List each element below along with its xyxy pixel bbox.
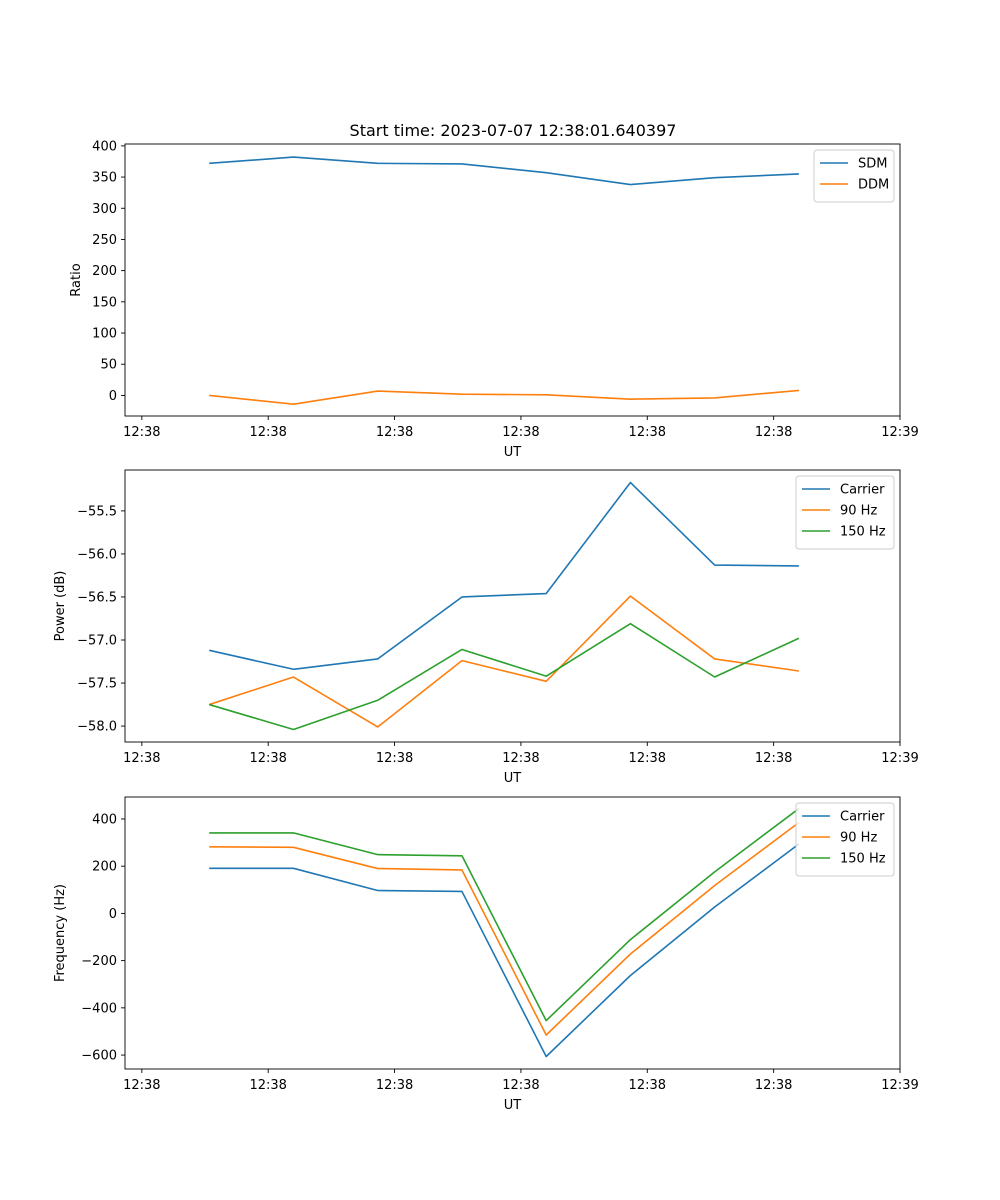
y-tick-label: 200 [92, 860, 117, 875]
y-tick-label: 150 [92, 295, 117, 310]
x-tick-label: 12:38 [629, 751, 666, 766]
y-tick-label: 0 [109, 389, 117, 404]
legend-label: DDM [858, 178, 889, 193]
axes-frame [124, 796, 901, 1070]
series-line-carrier [209, 843, 800, 1058]
y-tick-label: 350 [92, 171, 117, 186]
x-axis-label: UT [504, 445, 522, 460]
y-tick-label: 400 [92, 812, 117, 827]
y-tick-label: −400 [81, 1001, 117, 1016]
y-tick-label: −600 [81, 1049, 117, 1064]
legend-label: 150 Hz [840, 525, 886, 540]
series-line-sdm [209, 156, 799, 186]
y-tick-label: −58.0 [77, 720, 117, 735]
x-tick-label: 12:38 [629, 425, 666, 440]
y-tick-label: −56.0 [77, 547, 117, 562]
y-tick-label: 50 [100, 358, 117, 373]
series-line-carrier [209, 481, 799, 671]
y-tick-label: 100 [92, 327, 117, 342]
x-tick-label: 12:38 [755, 1078, 792, 1093]
x-tick-label: 12:38 [376, 425, 413, 440]
x-tick-label: 12:38 [376, 751, 413, 766]
legend-label: 150 Hz [840, 852, 886, 867]
series-line-150-hz [209, 807, 800, 1022]
legend-label: 90 Hz [840, 831, 877, 846]
y-tick-label: 0 [109, 907, 117, 922]
legend-label: Carrier [840, 483, 885, 498]
x-tick-label: 12:38 [123, 751, 160, 766]
x-tick-label: 12:38 [249, 751, 286, 766]
frequency-chart: −600 −400 −200 0 200 400 12:38 12:38 12:38 12:38 1… [53, 796, 919, 1113]
x-tick-label: 12:38 [755, 425, 792, 440]
y-tick-label: −56.5 [77, 590, 117, 605]
series-line-ddm [209, 389, 799, 405]
y-tick-label: −57.0 [77, 634, 117, 649]
y-axis-label: Ratio [69, 263, 84, 296]
x-axis-label: UT [504, 771, 522, 786]
series-line-90-hz [208, 595, 800, 728]
x-tick-label: 12:38 [376, 1078, 413, 1093]
x-tick-label: 12:39 [881, 751, 918, 766]
x-tick-label: 12:38 [502, 1078, 539, 1093]
axes-frame [124, 143, 901, 417]
y-axis-label: Frequency (Hz) [53, 884, 68, 982]
legend-label: SDM [858, 157, 887, 172]
y-tick-label: 300 [92, 202, 117, 217]
x-tick-label: 12:38 [755, 751, 792, 766]
figure-title: Start time: 2023-07-07 12:38:01.640397 [350, 121, 677, 140]
x-axis-label: UT [504, 1098, 522, 1113]
x-tick-label: 12:39 [881, 425, 918, 440]
x-tick-label: 12:39 [881, 1078, 918, 1093]
y-tick-label: 200 [92, 264, 117, 279]
ratio-chart: 0 50 100 150 200 250 300 350 400 12:38 12:38 12:38 1… [69, 139, 919, 460]
series-line-150-hz [209, 622, 800, 731]
x-tick-label: 12:38 [502, 425, 539, 440]
y-tick-label: −200 [81, 954, 117, 969]
y-tick-label: 250 [92, 233, 117, 248]
y-axis-label: Power (dB) [53, 571, 68, 642]
x-tick-label: 12:38 [123, 425, 160, 440]
y-tick-label: 400 [92, 139, 117, 154]
y-tick-label: −57.5 [77, 677, 117, 692]
x-tick-label: 12:38 [502, 751, 539, 766]
power-chart: −58.0 −57.5 −57.0 −56.5 −56.0 −55.5 12:38 12:38… [53, 469, 919, 786]
legend-label: Carrier [840, 810, 885, 825]
legend-label: 90 Hz [840, 504, 877, 519]
series-line-90-hz [209, 821, 800, 1036]
x-tick-label: 12:38 [249, 425, 286, 440]
x-tick-label: 12:38 [629, 1078, 666, 1093]
x-tick-label: 12:38 [249, 1078, 286, 1093]
x-tick-label: 12:38 [123, 1078, 160, 1093]
axes-frame [124, 469, 901, 743]
y-tick-label: −55.5 [77, 504, 117, 519]
